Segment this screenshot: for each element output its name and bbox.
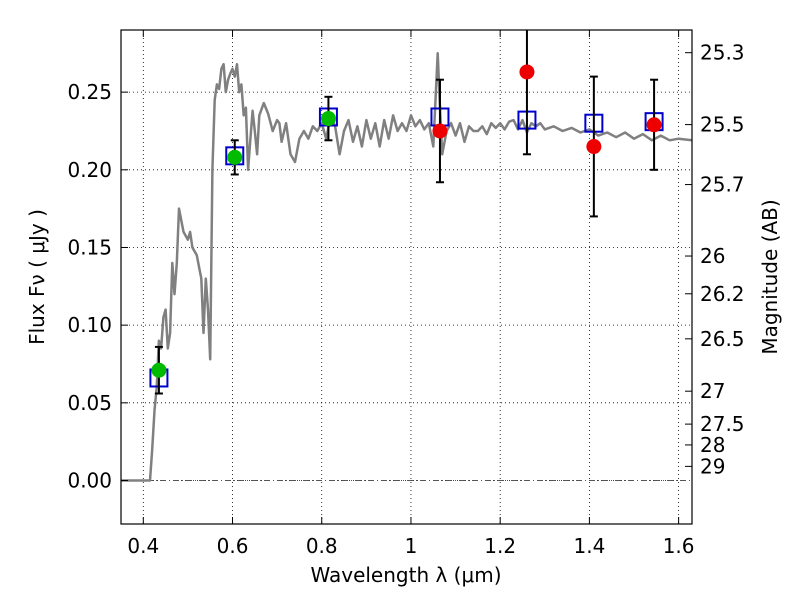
mag-tick-label: 28 [700, 433, 725, 457]
mag-tick-label: 29 [700, 454, 725, 478]
x-tick-label: 0.8 [306, 534, 338, 558]
y-tick-label: 0.05 [67, 391, 112, 415]
ticks: 0.4 0.6 0.8 1 1.2 1.4 1.6 0.00 0.05 0.10 0.15 0.20 0… [67, 30, 745, 558]
observed-flux-point [646, 117, 662, 133]
mag-tick-label: 25.3 [700, 41, 745, 65]
x-tick-label: 1.2 [484, 534, 516, 558]
mag-tick-label: 26 [700, 244, 725, 268]
observed-flux-point [320, 111, 336, 127]
observed-flux-point [432, 123, 448, 139]
x-tick-label: 0.6 [217, 534, 249, 558]
y-tick-label: 0.00 [67, 469, 112, 493]
y-tick-label: 0.15 [67, 235, 112, 259]
y-right-axis-label: Magnitude (AB) [758, 199, 782, 354]
plot-area [121, 30, 692, 524]
mag-tick-label: 25.7 [700, 173, 745, 197]
x-tick-label: 1.6 [663, 534, 695, 558]
y-axis-label: Flux Fν ( μJy ) [25, 209, 49, 345]
marker-layer [149, 30, 664, 395]
mag-tick-label: 27 [700, 379, 725, 403]
observed-flux-point [586, 139, 602, 155]
plot-frame [120, 29, 693, 525]
x-tick-label: 1 [405, 534, 418, 558]
x-tick-label: 1.4 [573, 534, 605, 558]
x-axis-label: Wavelength λ (μm) [310, 563, 501, 587]
mag-tick-label: 26.5 [700, 327, 745, 351]
observed-flux-point [519, 64, 535, 80]
y-tick-label: 0.25 [67, 80, 112, 104]
mag-tick-label: 26.2 [700, 282, 745, 306]
y-tick-label: 0.10 [67, 313, 112, 337]
observed-flux-point [227, 149, 243, 165]
y-tick-label: 0.20 [67, 158, 112, 182]
observed-flux-point [151, 362, 167, 378]
mag-tick-label: 25.5 [700, 113, 745, 137]
x-tick-label: 0.4 [127, 534, 159, 558]
mag-tick-label: 27.5 [700, 412, 745, 436]
